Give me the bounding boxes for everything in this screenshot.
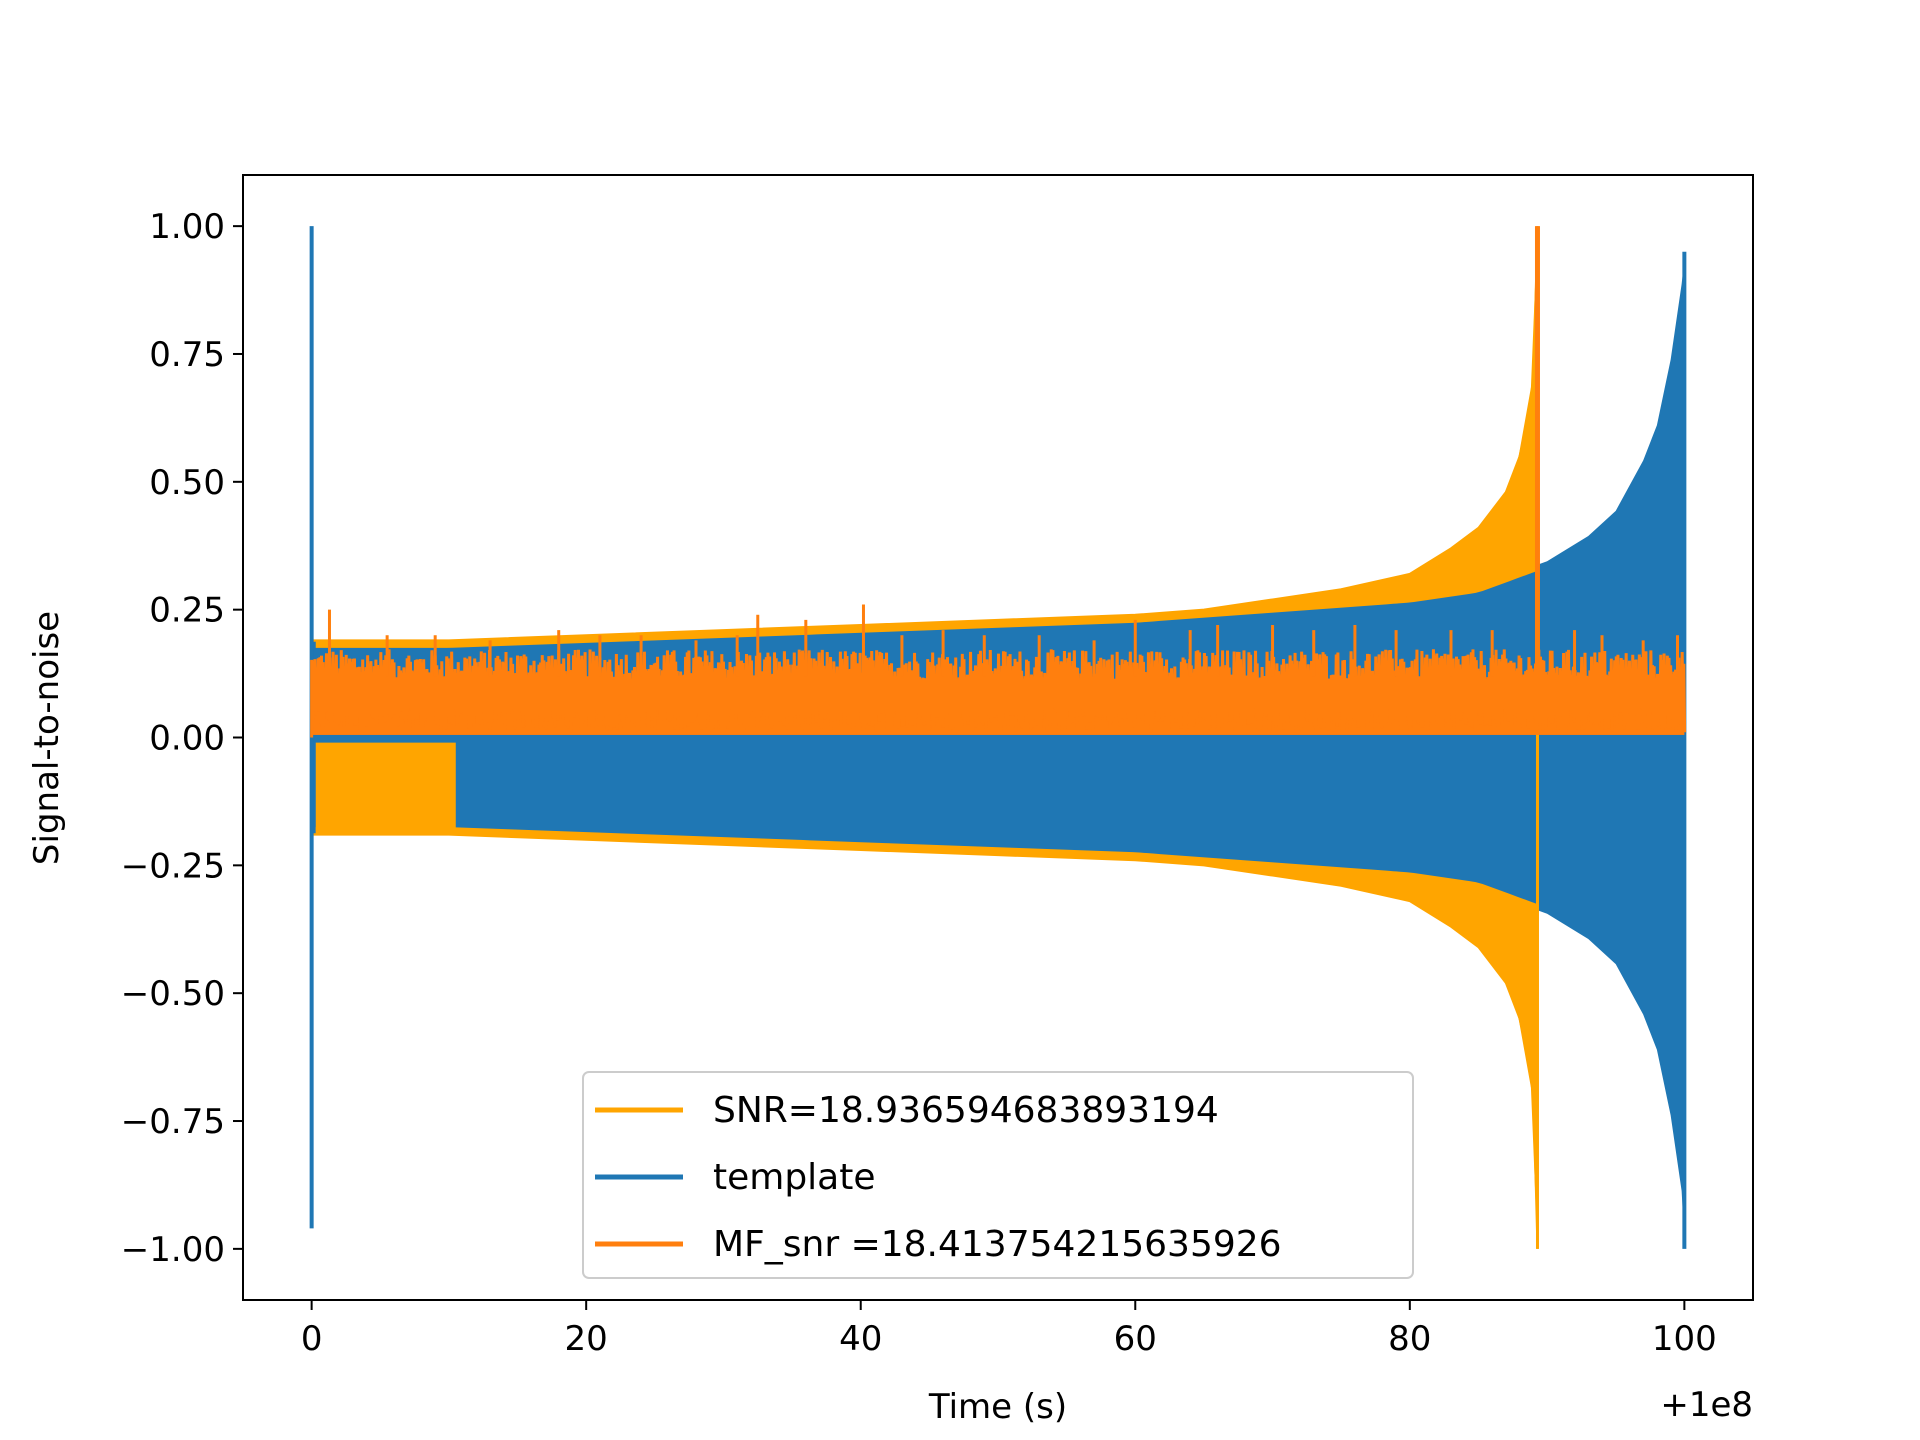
y-axis-ticks: 1.00 0.75 0.50 0.25 0.00 −0.25 −0.50 −0.75 −1.00 (121, 207, 243, 1270)
y-tick-label: 0.75 (149, 335, 225, 375)
x-tick-label: 0 (301, 1319, 323, 1359)
legend-label: MF_snr =18.413754215635926 (713, 1224, 1282, 1265)
series-0-early-block (315, 742, 456, 835)
y-tick-label: −0.75 (121, 1102, 225, 1142)
y-tick-label: 0.00 (149, 719, 225, 759)
y-tick-label: 0.25 (149, 591, 225, 631)
series-0-upper-edge (315, 226, 1538, 648)
x-axis-offset-label: +1e8 (1660, 1385, 1753, 1425)
x-axis-ticks: 0 20 40 60 80 100 (301, 1300, 1717, 1359)
x-axis-label: Time (s) (928, 1387, 1067, 1427)
y-tick-label: −0.25 (121, 846, 225, 886)
legend-label: template (713, 1157, 876, 1198)
x-tick-label: 40 (839, 1319, 882, 1359)
y-tick-label: −0.50 (121, 974, 225, 1014)
x-tick-label: 100 (1652, 1319, 1717, 1359)
series-2-noise (310, 226, 1687, 738)
y-axis-label: Signal-to-noise (27, 611, 67, 865)
series-1-envelope (311, 258, 1685, 1242)
series-1-area (311, 258, 1685, 1242)
x-tick-label: 80 (1388, 1319, 1431, 1359)
series-2-line (310, 649, 1687, 738)
legend: SNR=18.936594683893194 template MF_snr =1… (582, 1071, 1414, 1279)
y-tick-label: 1.00 (149, 207, 225, 247)
plot-area (309, 226, 1687, 1249)
legend-label: SNR=18.936594683893194 (713, 1090, 1219, 1131)
y-tick-label: 0.50 (149, 463, 225, 503)
y-tick-label: −1.00 (121, 1230, 225, 1270)
x-tick-label: 20 (565, 1319, 608, 1359)
x-tick-label: 60 (1114, 1319, 1157, 1359)
legend-box (582, 1071, 1414, 1279)
